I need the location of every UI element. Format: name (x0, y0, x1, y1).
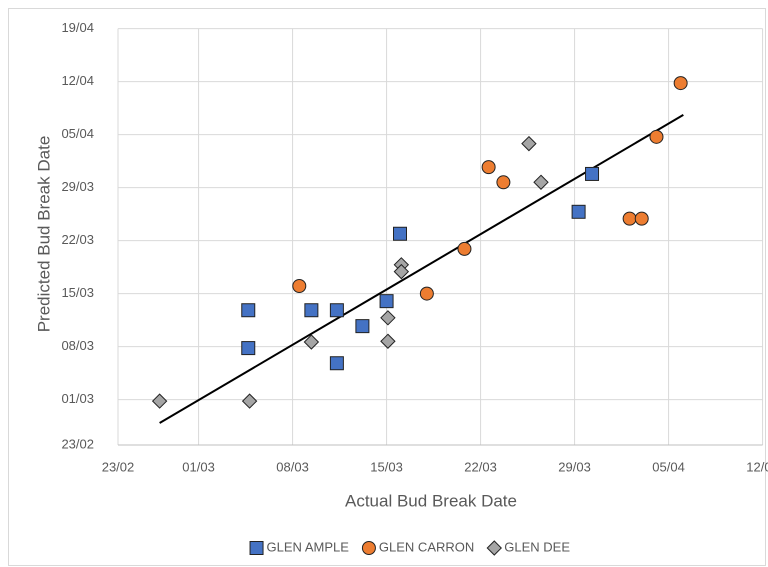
legend-text: GLEN CARRON (379, 539, 474, 554)
marker (585, 166, 600, 181)
y-tick-label: 22/03 (61, 232, 94, 247)
marker (241, 303, 256, 318)
marker (304, 303, 319, 318)
marker (649, 129, 664, 144)
marker (379, 294, 394, 309)
x-tick-label: 23/02 (102, 459, 135, 474)
y-tick-label: 19/04 (61, 20, 94, 35)
marker (622, 211, 637, 226)
marker (673, 76, 688, 91)
legend-text: GLEN DEE (504, 539, 570, 554)
marker (457, 241, 472, 256)
marker (303, 334, 320, 350)
x-tick-label: 15/03 (370, 459, 403, 474)
marker (380, 310, 396, 326)
marker (521, 135, 537, 152)
marker (380, 333, 396, 349)
y-tick-label: 08/03 (61, 338, 94, 353)
marker (292, 279, 307, 293)
x-axis-title: Actual Bud Break Date (345, 491, 517, 510)
marker (355, 319, 370, 334)
marker (496, 175, 511, 190)
x-tick-label: 12/04 (746, 459, 768, 474)
marker (361, 541, 376, 555)
marker (249, 541, 264, 555)
marker (634, 211, 649, 226)
y-axis-title: Predicted Bud Break Date (34, 136, 53, 333)
marker (329, 303, 344, 318)
x-tick-label: 08/03 (276, 459, 309, 474)
y-tick-label: 05/04 (61, 126, 94, 141)
x-tick-label: 05/04 (652, 459, 685, 474)
marker (486, 540, 502, 556)
marker (481, 160, 496, 175)
legend: GLEN AMPLE GLEN CARRON GLEN DEE (249, 539, 570, 556)
marker (241, 393, 258, 409)
marker (571, 204, 586, 219)
marker (151, 393, 168, 409)
x-tick-label: 29/03 (558, 459, 591, 474)
marker (419, 286, 434, 301)
y-tick-label: 15/03 (61, 285, 94, 300)
marker (533, 174, 549, 190)
marker (393, 263, 410, 280)
y-tick-label: 23/02 (61, 436, 94, 451)
marker (329, 356, 344, 371)
y-tick-label: 01/03 (61, 391, 94, 406)
marker (393, 226, 407, 241)
trendline (159, 114, 684, 424)
y-tick-label: 12/04 (61, 73, 94, 88)
y-tick-label: 29/03 (61, 179, 94, 194)
marker (241, 341, 256, 356)
x-tick-label: 22/03 (464, 459, 497, 474)
x-tick-label: 01/03 (182, 459, 215, 474)
legend-text: GLEN AMPLE (267, 539, 350, 554)
